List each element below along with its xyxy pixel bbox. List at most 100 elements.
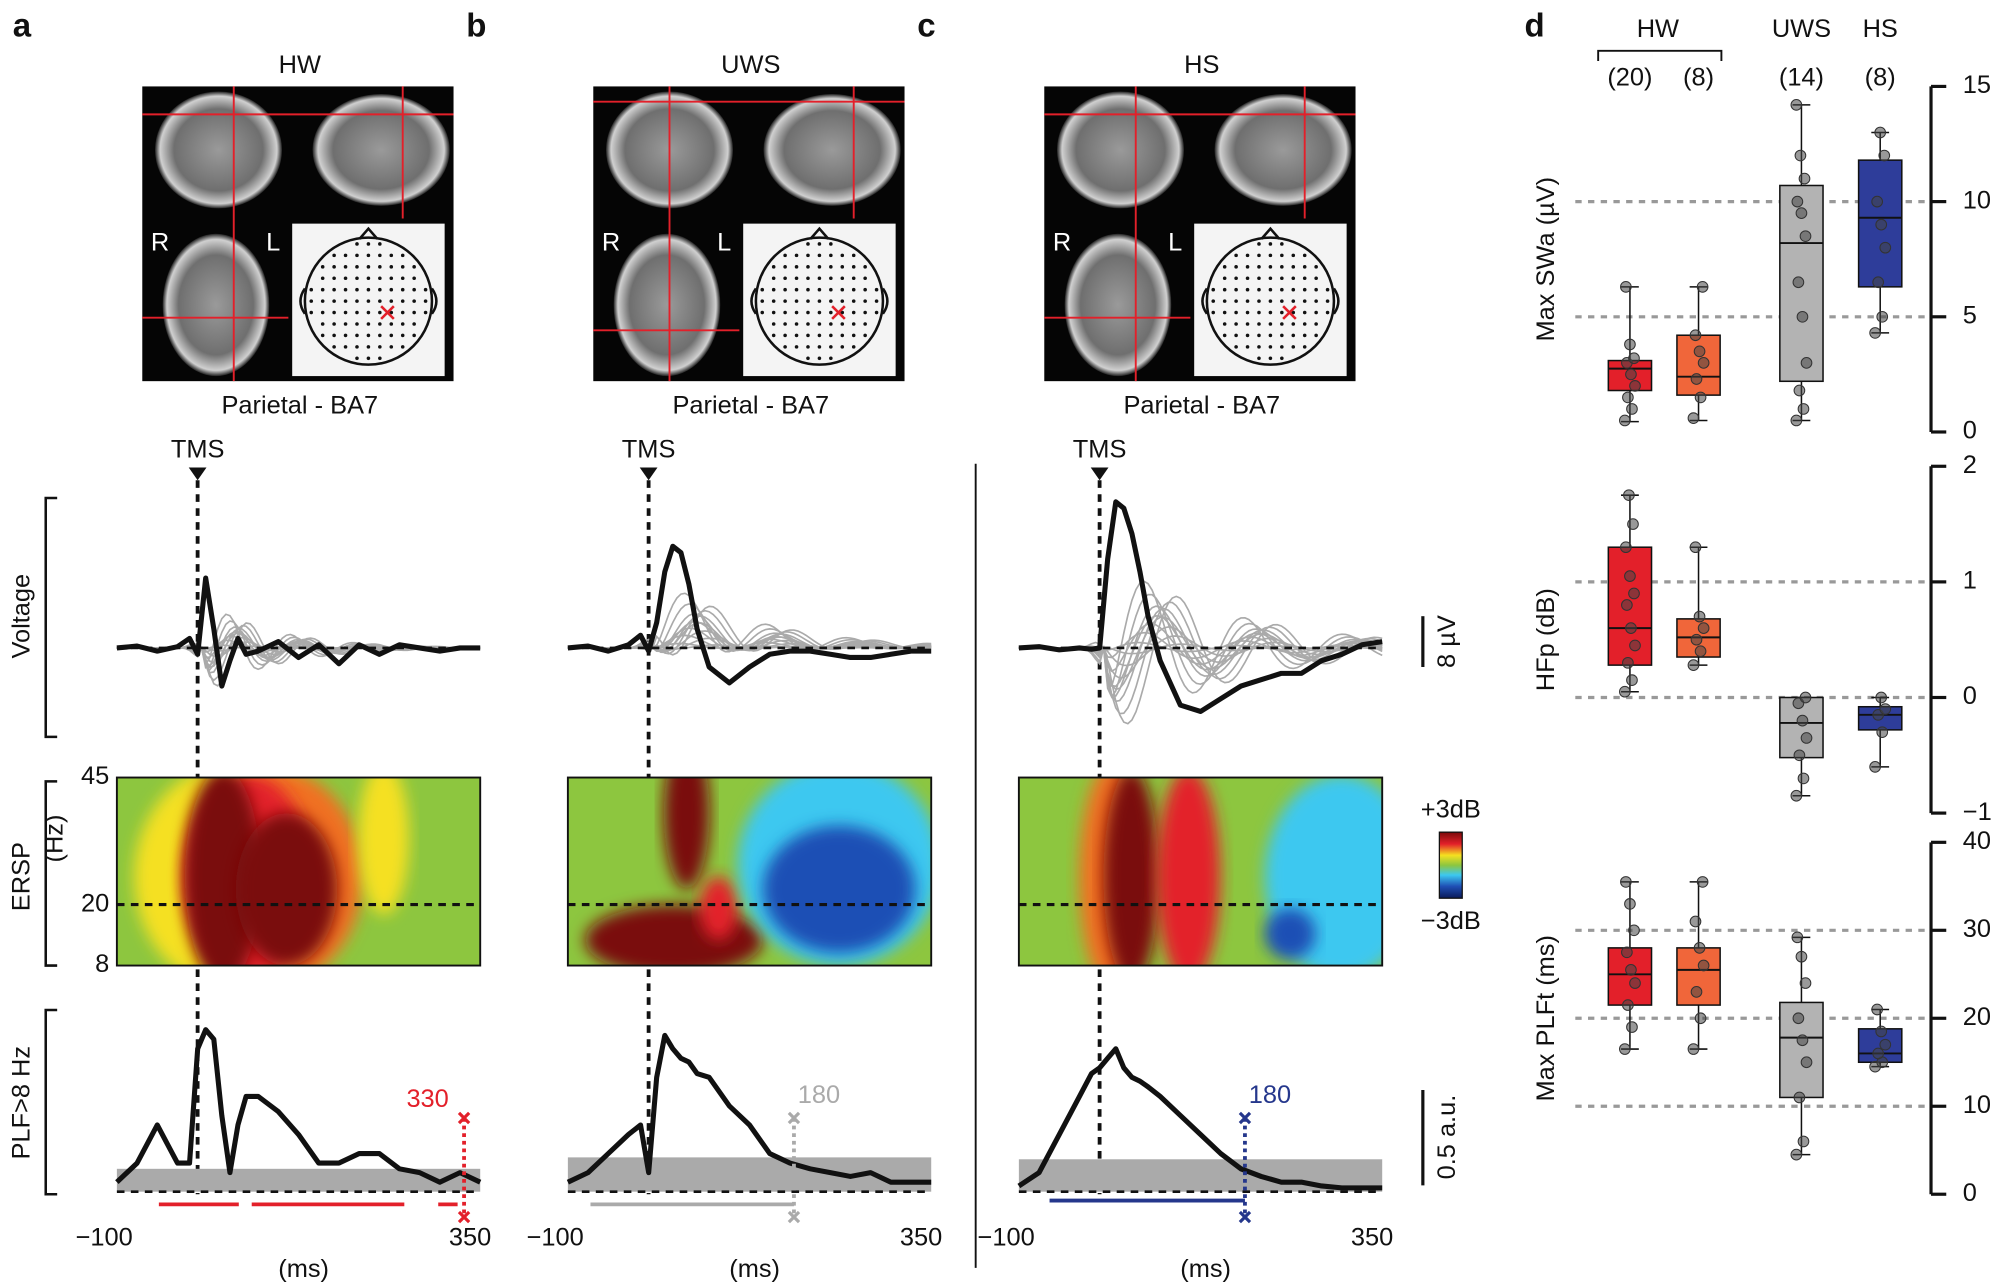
y-tick-label: 2 bbox=[1963, 451, 1977, 479]
panel-letter: d bbox=[1524, 7, 1544, 44]
y-tick-label: 10 bbox=[1963, 186, 1991, 214]
electrode bbox=[355, 333, 359, 338]
data-point bbox=[1694, 645, 1707, 658]
l-label: L bbox=[1168, 229, 1182, 257]
data-point bbox=[1869, 761, 1881, 773]
electrode bbox=[771, 287, 776, 292]
electrode bbox=[355, 253, 359, 258]
electrode bbox=[794, 253, 799, 258]
electrode bbox=[1302, 287, 1307, 292]
electrode bbox=[378, 322, 382, 326]
electrode bbox=[806, 333, 810, 338]
data-point bbox=[1619, 685, 1631, 698]
tms-arrow bbox=[639, 467, 658, 481]
region-label: Parietal - BA7 bbox=[221, 391, 378, 419]
electrode bbox=[320, 265, 325, 269]
data-point bbox=[1626, 674, 1638, 686]
data-point bbox=[1872, 276, 1885, 289]
panel-letter: b bbox=[466, 7, 486, 44]
group-count: (14) bbox=[1779, 64, 1824, 92]
data-point bbox=[1621, 946, 1633, 959]
electrode bbox=[400, 322, 405, 326]
electrode bbox=[343, 276, 348, 281]
data-point bbox=[1697, 622, 1710, 634]
mri-sagittal bbox=[312, 94, 450, 206]
data-point bbox=[1800, 1056, 1813, 1069]
electrode bbox=[771, 299, 776, 303]
electrode bbox=[863, 310, 867, 315]
data-point bbox=[1689, 541, 1702, 554]
y-axis-label: Max PLFt (ms) bbox=[1532, 935, 1560, 1101]
electrode bbox=[783, 299, 787, 303]
electrode bbox=[355, 356, 359, 361]
electrode bbox=[1280, 276, 1284, 281]
data-point bbox=[1796, 714, 1809, 727]
data-point bbox=[1693, 610, 1706, 623]
electrode bbox=[1314, 322, 1318, 326]
data-point bbox=[1624, 338, 1636, 351]
electrode bbox=[1222, 287, 1227, 292]
y-tick-label: 0 bbox=[1963, 682, 1977, 710]
y-tick-label: 400 bbox=[1963, 827, 1992, 855]
data-point bbox=[1622, 391, 1634, 404]
data-point bbox=[1797, 1135, 1810, 1148]
electrode bbox=[1222, 265, 1227, 269]
group-label: UWS bbox=[1772, 15, 1831, 43]
ersp-frame bbox=[1017, 776, 1384, 967]
electrode bbox=[378, 345, 382, 349]
y-tick-label: 200 bbox=[1963, 1003, 1992, 1031]
electrode bbox=[851, 265, 856, 269]
electrode bbox=[806, 299, 810, 303]
group-count: (20) bbox=[1607, 64, 1652, 92]
electrode bbox=[817, 322, 822, 326]
electrode bbox=[355, 299, 359, 303]
electrode bbox=[794, 299, 799, 303]
panel-letter: a bbox=[13, 7, 32, 44]
mri-coronal bbox=[154, 91, 283, 209]
r-label: R bbox=[151, 229, 169, 257]
data-point bbox=[1790, 99, 1803, 111]
electrode bbox=[829, 299, 833, 303]
plf-end-cross bbox=[1238, 1111, 1252, 1125]
electrode bbox=[1280, 287, 1284, 292]
electrode bbox=[1257, 276, 1261, 281]
electrode bbox=[840, 310, 845, 315]
group-label: HW bbox=[1637, 15, 1679, 43]
electrode bbox=[1280, 345, 1284, 349]
electrode bbox=[806, 276, 810, 281]
electrode bbox=[829, 333, 833, 338]
electrode bbox=[320, 333, 325, 338]
head bbox=[1205, 236, 1336, 366]
ersp-map bbox=[567, 777, 932, 966]
data-point bbox=[1693, 345, 1706, 358]
group-label: HS bbox=[1863, 15, 1898, 43]
electrode bbox=[1302, 322, 1307, 326]
plf-end-cross bbox=[787, 1210, 801, 1224]
electrode bbox=[412, 276, 416, 281]
electrode bbox=[366, 310, 371, 315]
electrode bbox=[1234, 310, 1238, 315]
data-point bbox=[1694, 1012, 1707, 1025]
x-tick-label: −100 bbox=[76, 1223, 133, 1251]
electrode bbox=[1257, 299, 1261, 303]
electrode bbox=[817, 242, 822, 246]
plf-end-cross bbox=[1238, 1210, 1252, 1224]
data-point bbox=[1624, 898, 1636, 910]
electrode bbox=[378, 299, 382, 303]
uv-scale-label: 8 µV bbox=[1433, 615, 1461, 668]
electrode bbox=[783, 276, 787, 281]
electrode bbox=[1234, 299, 1238, 303]
electrode bbox=[1291, 287, 1296, 292]
electrode bbox=[366, 299, 371, 303]
electrode bbox=[829, 310, 833, 315]
electrode bbox=[817, 276, 822, 281]
electrode bbox=[1211, 299, 1216, 303]
plf-threshold bbox=[116, 1168, 481, 1192]
data-point bbox=[1800, 357, 1813, 369]
data-point bbox=[1879, 241, 1892, 254]
electrode bbox=[1222, 333, 1227, 338]
plf-end-label: 180 bbox=[1249, 1081, 1291, 1109]
electrode bbox=[423, 310, 428, 315]
electrode bbox=[817, 299, 822, 303]
data-point bbox=[1875, 218, 1888, 231]
